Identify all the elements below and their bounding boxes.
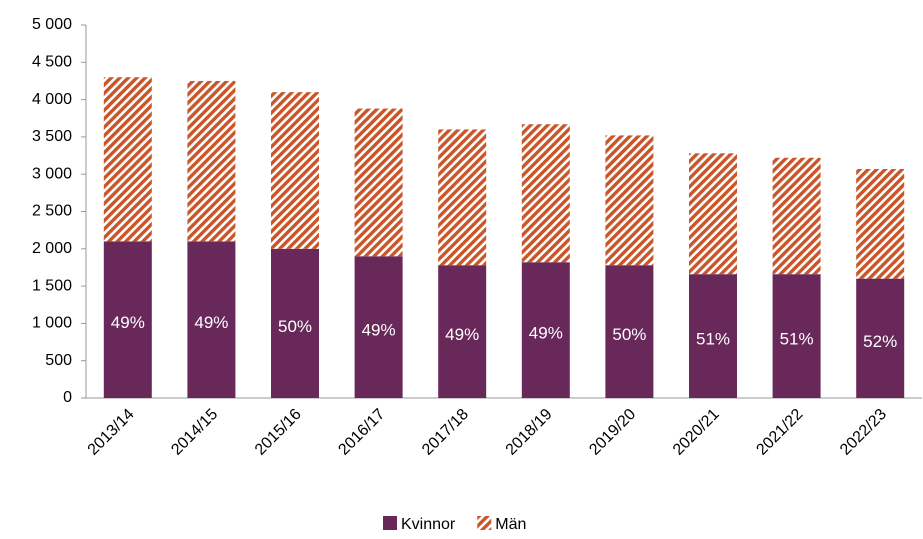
legend-label: Kvinnor — [401, 516, 456, 533]
share-label: 49% — [529, 324, 563, 343]
bar-segment — [689, 153, 737, 275]
bar-segment — [772, 157, 821, 275]
y-tick-label: 5 000 — [32, 16, 72, 33]
bar-segment — [354, 256, 403, 398]
y-tick-label: 2 000 — [32, 240, 72, 257]
y-tick-label: 3 500 — [32, 128, 72, 145]
y-tick-label: 2 500 — [32, 203, 72, 220]
x-tick-label: 2018/19 — [503, 406, 556, 459]
y-tick-label: 3 000 — [32, 165, 72, 182]
x-tick-label: 2013/14 — [85, 406, 138, 459]
x-tick-label: 2017/18 — [419, 406, 472, 459]
x-tick-label: 2019/20 — [586, 406, 639, 459]
bar-segment — [103, 241, 152, 398]
share-label: 51% — [696, 330, 730, 349]
bar-segment — [438, 129, 487, 266]
share-label: 49% — [445, 325, 479, 344]
bar-segment — [271, 248, 319, 398]
share-label: 49% — [111, 313, 145, 332]
bar-segment — [521, 124, 570, 263]
x-tick-label: 2016/17 — [335, 406, 388, 459]
y-tick-label: 0 — [63, 389, 72, 406]
share-label: 52% — [863, 332, 897, 351]
bar-segment — [856, 168, 905, 279]
legend-swatch — [383, 516, 397, 530]
bar-segment — [187, 80, 236, 242]
bar-segment — [605, 135, 654, 266]
bar-segment — [103, 77, 152, 242]
share-label: 50% — [278, 317, 312, 336]
share-label: 49% — [362, 321, 396, 340]
bar-segment — [354, 108, 403, 257]
bar-segment — [521, 262, 570, 398]
bar-segment — [689, 274, 737, 398]
bar-segment — [187, 241, 236, 398]
legend-label: Män — [495, 516, 526, 533]
x-tick-label: 2022/23 — [837, 406, 890, 459]
bar-segment — [271, 92, 319, 249]
bar-segment — [856, 278, 905, 398]
y-tick-label: 4 000 — [32, 91, 72, 108]
y-tick-label: 1 000 — [32, 315, 72, 332]
x-tick-label: 2021/22 — [753, 406, 806, 459]
y-tick-label: 1 500 — [32, 277, 72, 294]
share-label: 49% — [194, 313, 228, 332]
bar-segment — [438, 265, 487, 398]
bar-segment — [605, 265, 654, 398]
x-tick-label: 2014/15 — [168, 406, 221, 459]
y-tick-label: 500 — [45, 352, 72, 369]
share-label: 50% — [612, 325, 646, 344]
bar-segment — [772, 274, 821, 398]
share-label: 51% — [780, 330, 814, 349]
y-tick-label: 4 500 — [32, 54, 72, 71]
legend-swatch — [477, 516, 492, 530]
x-tick-label: 2015/16 — [252, 406, 305, 459]
x-tick-label: 2020/21 — [670, 406, 723, 459]
